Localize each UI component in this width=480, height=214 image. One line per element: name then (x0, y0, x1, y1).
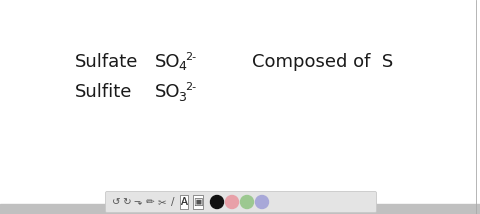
Text: ▣: ▣ (193, 197, 203, 207)
Text: 3: 3 (178, 91, 186, 104)
Circle shape (211, 196, 224, 208)
Text: A: A (180, 197, 188, 207)
Text: 2-: 2- (185, 82, 196, 92)
Circle shape (240, 196, 253, 208)
Text: Sulfite: Sulfite (75, 83, 132, 101)
Text: /: / (171, 197, 175, 207)
Text: 4: 4 (178, 61, 186, 73)
FancyBboxPatch shape (180, 195, 188, 209)
Text: Composed of  S: Composed of S (252, 53, 393, 71)
Text: A: A (180, 197, 187, 207)
Text: Sulfate: Sulfate (75, 53, 138, 71)
FancyBboxPatch shape (106, 192, 376, 213)
Bar (0, 204, 480, 214)
Text: SO: SO (155, 83, 180, 101)
Circle shape (255, 196, 268, 208)
Text: 2-: 2- (185, 52, 196, 62)
FancyBboxPatch shape (193, 195, 203, 209)
Text: ✂: ✂ (157, 197, 167, 207)
Text: ✏: ✏ (145, 197, 155, 207)
Text: SO: SO (155, 53, 180, 71)
Circle shape (226, 196, 239, 208)
Text: ↺: ↺ (112, 197, 120, 207)
Text: ↻: ↻ (122, 197, 132, 207)
Text: ⬎: ⬎ (134, 197, 142, 207)
